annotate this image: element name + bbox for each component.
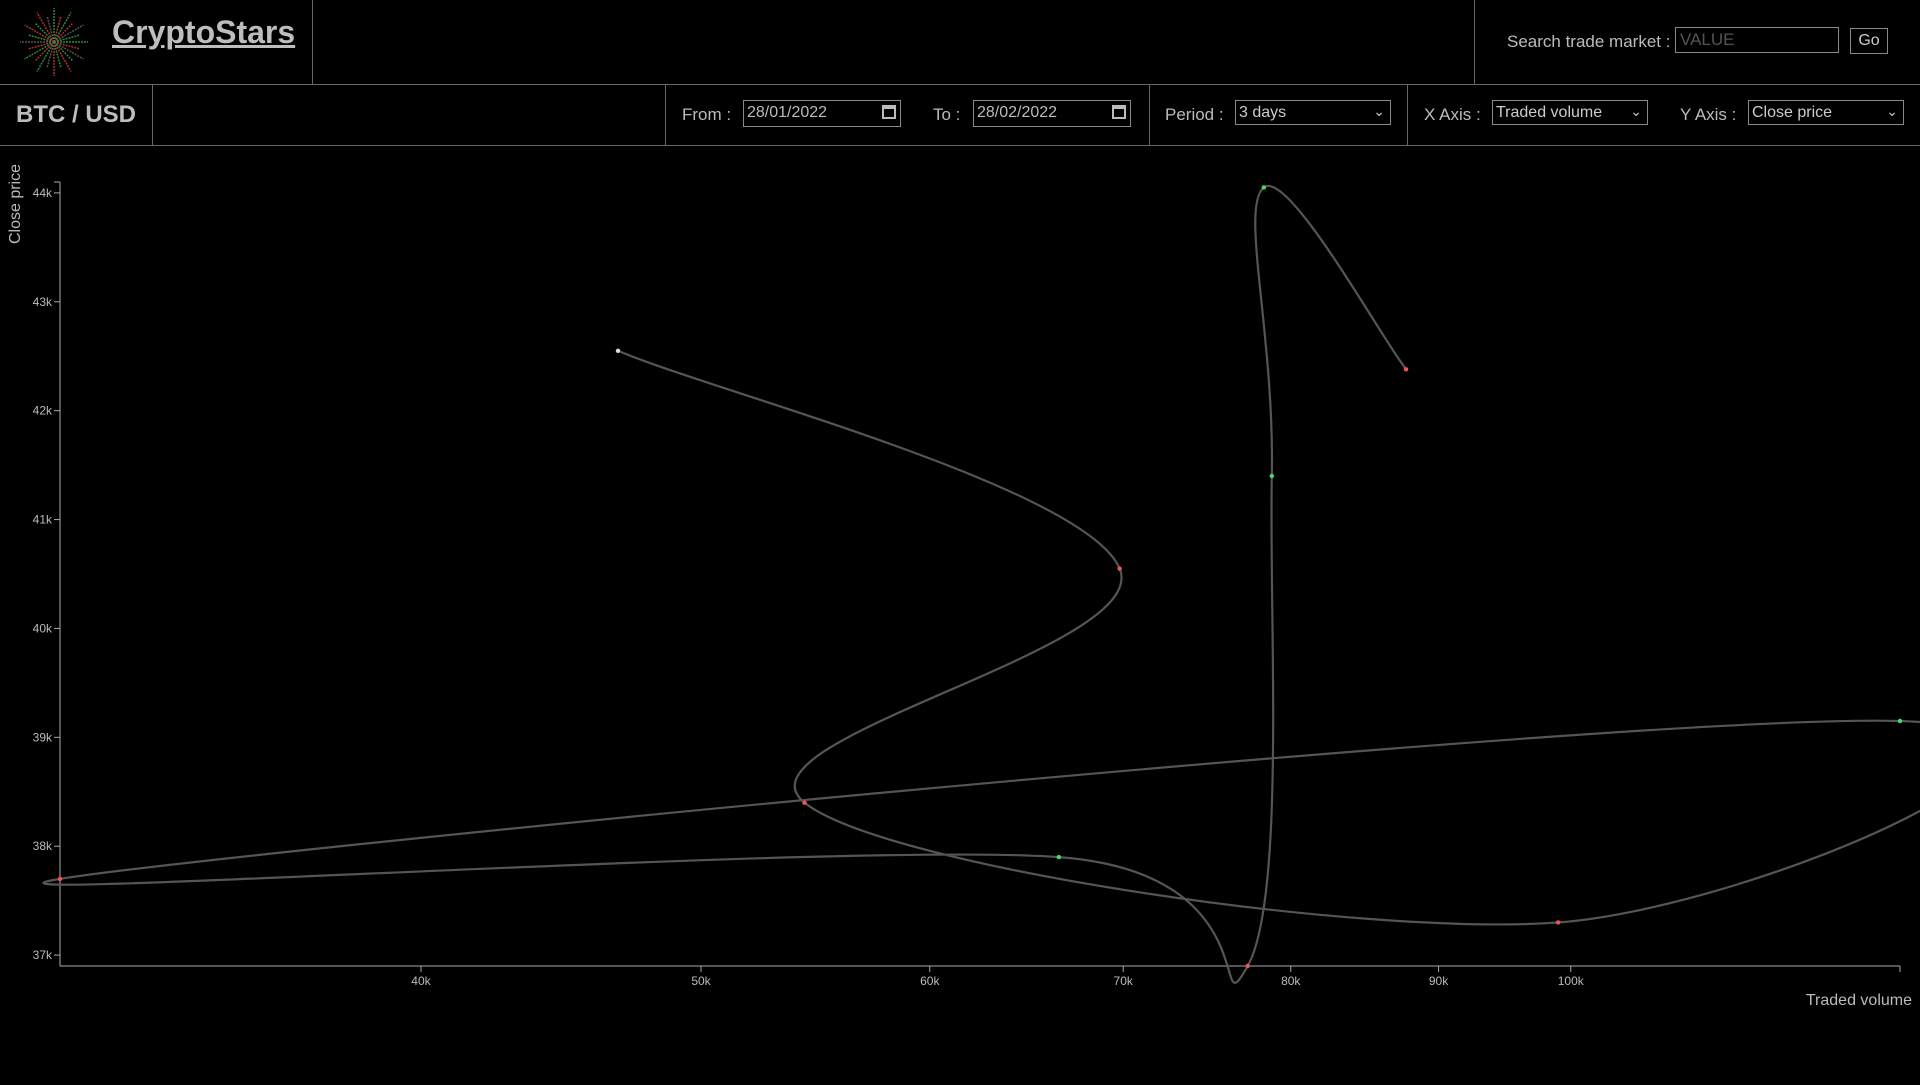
data-point bbox=[57, 876, 63, 882]
date-range: From : 28/01/2022 To : 28/02/2022 bbox=[665, 85, 1150, 145]
y-axis-title: Close price bbox=[7, 164, 24, 244]
search-area: Search trade market : Go bbox=[1474, 0, 1920, 84]
yaxis-value: Close price bbox=[1752, 104, 1833, 121]
y-tick-label: 43k bbox=[33, 295, 53, 309]
y-tick-label: 39k bbox=[33, 730, 53, 744]
series-line bbox=[42, 184, 1920, 984]
data-point bbox=[802, 800, 807, 805]
y-tick-label: 37k bbox=[33, 948, 53, 962]
controls-toolbar: BTC / USD From : 28/01/2022 To : 28/02/2… bbox=[0, 85, 1920, 146]
scatter-line-chart: 40k 50k 60k 70k 80k 90k 100k 37k 38k 39k 40k 41k 42k… bbox=[7, 164, 1920, 1009]
yaxis-select[interactable]: Close price ⌄ bbox=[1748, 100, 1904, 125]
brand-link[interactable]: CryptoStars bbox=[112, 14, 296, 50]
data-point bbox=[615, 348, 621, 353]
data-point bbox=[1245, 963, 1250, 969]
calendar-icon[interactable] bbox=[1112, 105, 1126, 119]
x-tick-label: 80k bbox=[1281, 974, 1301, 988]
data-point bbox=[1056, 854, 1062, 860]
search-label: Search trade market : bbox=[1507, 32, 1671, 51]
x-tick-label: 60k bbox=[920, 974, 940, 988]
to-date-input[interactable]: 28/02/2022 bbox=[973, 100, 1131, 127]
axis-controls: X Axis : Traded volume ⌄ Y Axis : Close … bbox=[1408, 85, 1920, 145]
logo-star-icon bbox=[20, 8, 88, 76]
go-button[interactable]: Go bbox=[1850, 28, 1888, 54]
y-tick-label: 42k bbox=[33, 404, 53, 418]
y-tick-label: 40k bbox=[33, 621, 53, 635]
from-label: From : bbox=[682, 105, 732, 124]
x-axis-title: Traded volume bbox=[1806, 992, 1912, 1009]
calendar-icon[interactable] bbox=[882, 105, 896, 119]
chevron-down-icon: ⌄ bbox=[1373, 103, 1385, 119]
data-point bbox=[1403, 367, 1409, 372]
x-tick-label: 40k bbox=[411, 974, 431, 988]
chevron-down-icon: ⌄ bbox=[1886, 103, 1898, 119]
pair-title: BTC / USD bbox=[16, 101, 136, 128]
data-point bbox=[1261, 185, 1267, 190]
search-input[interactable] bbox=[1675, 27, 1839, 53]
brand-area: CryptoStars bbox=[0, 0, 313, 84]
period-label: Period : bbox=[1165, 105, 1224, 124]
xaxis-label: X Axis : bbox=[1424, 105, 1481, 124]
from-date-value: 28/01/2022 bbox=[747, 104, 828, 121]
data-point bbox=[1269, 473, 1275, 479]
top-header: CryptoStars Search trade market : Go bbox=[0, 0, 1920, 85]
period-control: Period : 3 days ⌄ bbox=[1149, 85, 1408, 145]
period-select[interactable]: 3 days ⌄ bbox=[1235, 100, 1391, 125]
y-tick-label: 38k bbox=[33, 839, 53, 853]
data-point bbox=[1897, 718, 1903, 724]
x-tick-label: 50k bbox=[691, 974, 711, 988]
to-date-value: 28/02/2022 bbox=[977, 104, 1058, 121]
chart-area: 40k 50k 60k 70k 80k 90k 100k 37k 38k 39k 40k 41k 42k… bbox=[0, 146, 1920, 1080]
x-tick-label: 70k bbox=[1114, 974, 1134, 988]
x-tick-label: 100k bbox=[1558, 974, 1585, 988]
to-label: To : bbox=[933, 105, 961, 124]
period-value: 3 days bbox=[1239, 104, 1287, 121]
data-point bbox=[1117, 566, 1122, 571]
data-point bbox=[1555, 920, 1561, 925]
from-date-input[interactable]: 28/01/2022 bbox=[743, 100, 901, 127]
yaxis-label: Y Axis : bbox=[1680, 105, 1737, 124]
chevron-down-icon: ⌄ bbox=[1630, 103, 1642, 119]
x-tick-label: 90k bbox=[1429, 974, 1449, 988]
xaxis-select[interactable]: Traded volume ⌄ bbox=[1492, 100, 1648, 125]
y-tick-label: 41k bbox=[33, 513, 53, 527]
y-tick-label: 44k bbox=[33, 186, 53, 200]
pair-title-box: BTC / USD bbox=[0, 85, 153, 145]
xaxis-value: Traded volume bbox=[1496, 104, 1603, 121]
